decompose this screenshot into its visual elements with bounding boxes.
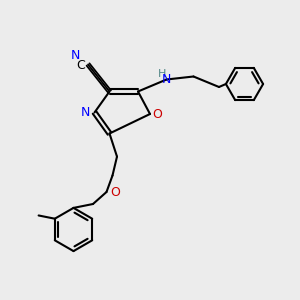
Text: O: O: [110, 185, 120, 199]
Text: N: N: [81, 106, 90, 119]
Text: O: O: [153, 107, 162, 121]
Text: C: C: [76, 59, 85, 73]
Text: H: H: [158, 69, 166, 79]
Text: N: N: [70, 49, 80, 62]
Text: N: N: [162, 73, 171, 86]
